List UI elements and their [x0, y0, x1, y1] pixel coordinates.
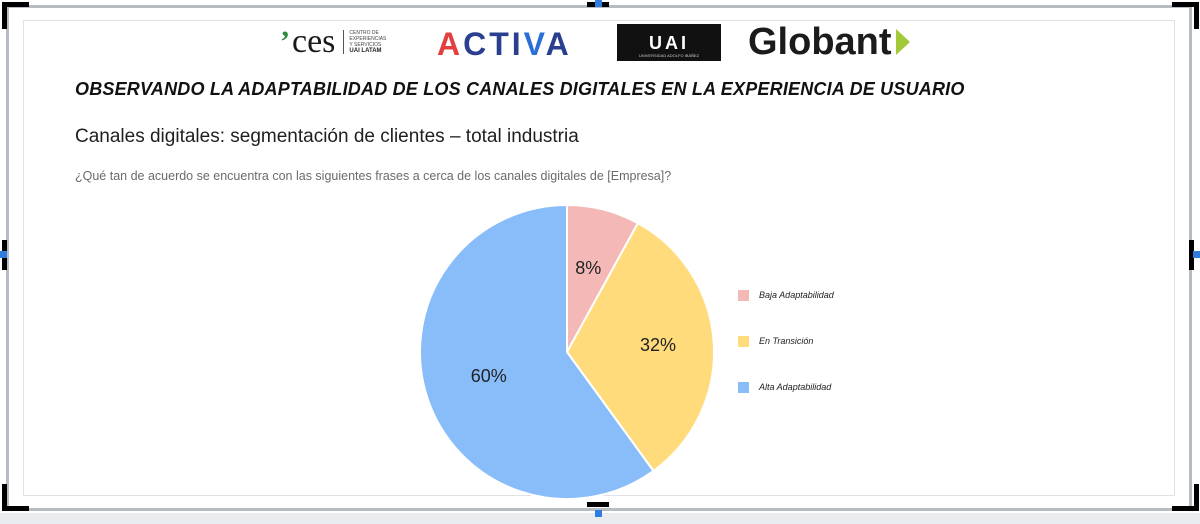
pie-slice-1: [565, 221, 715, 473]
activa-logo-letter: C: [463, 26, 490, 62]
legend-item-baja: Baja Adaptabilidad: [738, 288, 834, 302]
legend-swatch: [738, 335, 749, 347]
ces-logo-tick: ’: [280, 25, 290, 58]
resize-handle-bottom-left[interactable]: [2, 484, 29, 511]
anchor-dot-right[interactable]: [1193, 251, 1200, 258]
resize-handle-right[interactable]: [1189, 240, 1194, 270]
resize-handle-top-right[interactable]: [1172, 2, 1199, 29]
ces-logo-sub-line: EXPERIENCIAS: [349, 36, 387, 42]
legend-swatch: [738, 381, 749, 393]
globant-logo: Globant: [748, 20, 910, 64]
chart-subtitle: ¿Qué tan de acuerdo se encuentra con las…: [75, 169, 672, 183]
activa-logo-letter: I: [511, 26, 524, 62]
anchor-dot-bottom[interactable]: [595, 510, 602, 517]
legend-swatch: [738, 289, 749, 301]
legend-label: Alta Adaptabilidad: [759, 382, 832, 392]
chart-title: Canales digitales: segmentación de clien…: [75, 126, 579, 147]
activa-logo-text: ACTIVA: [437, 26, 572, 62]
activa-logo: ACTIVA: [437, 24, 572, 64]
uai-logo-text: UAI: [649, 32, 689, 53]
ces-logo-sub-strong: UAI LATAM: [349, 48, 382, 54]
chart-legend: Baja Adaptabilidad En Transición Alta Ad…: [738, 288, 834, 426]
page-title: OBSERVANDO LA ADAPTABILIDAD DE LOS CANAL…: [75, 79, 965, 99]
activa-logo-letter: T: [489, 26, 512, 62]
ces-logo-sub-line: CENTRO DE: [349, 30, 379, 36]
resize-handle-bottom-right[interactable]: [1172, 484, 1199, 511]
legend-item-transicion: En Transición: [738, 334, 834, 348]
legend-label: En Transición: [759, 336, 814, 346]
pie-slice-label-2: 60%: [471, 366, 507, 386]
pie-slice-label-1: 32%: [640, 335, 676, 355]
activa-logo-letter: A: [437, 26, 464, 62]
globant-arrow-icon: [895, 29, 910, 55]
globant-logo-text: Globant: [748, 21, 892, 63]
anchor-dot-left[interactable]: [0, 251, 7, 258]
bottom-bar: [0, 513, 1200, 524]
legend-label: Baja Adaptabilidad: [759, 290, 834, 300]
ces-logo-sub-line: Y SERVICIOS: [349, 42, 382, 48]
legend-item-alta: Alta Adaptabilidad: [738, 380, 834, 394]
anchor-dot-top[interactable]: [595, 0, 602, 7]
uai-logo: UAI UNIVERSIDAD ADOLFO IBÁÑEZ: [617, 24, 721, 61]
ces-logo: ’ ces CENTRO DE EXPERIENCIAS Y SERVICIOS…: [280, 22, 393, 62]
activa-logo-letter: V: [523, 26, 546, 62]
pie-slice-2: [419, 203, 655, 500]
resize-handle-bottom[interactable]: [587, 502, 609, 507]
activa-logo-letter: A: [545, 26, 572, 62]
ces-logo-subtitle: CENTRO DE EXPERIENCIAS Y SERVICIOS UAI L…: [343, 30, 393, 54]
ces-logo-text: ces: [292, 23, 336, 60]
uai-logo-subtitle: UNIVERSIDAD ADOLFO IBÁÑEZ: [638, 53, 700, 58]
pie-slice-label-0: 8%: [575, 258, 601, 278]
resize-handle-top-left[interactable]: [2, 2, 29, 29]
